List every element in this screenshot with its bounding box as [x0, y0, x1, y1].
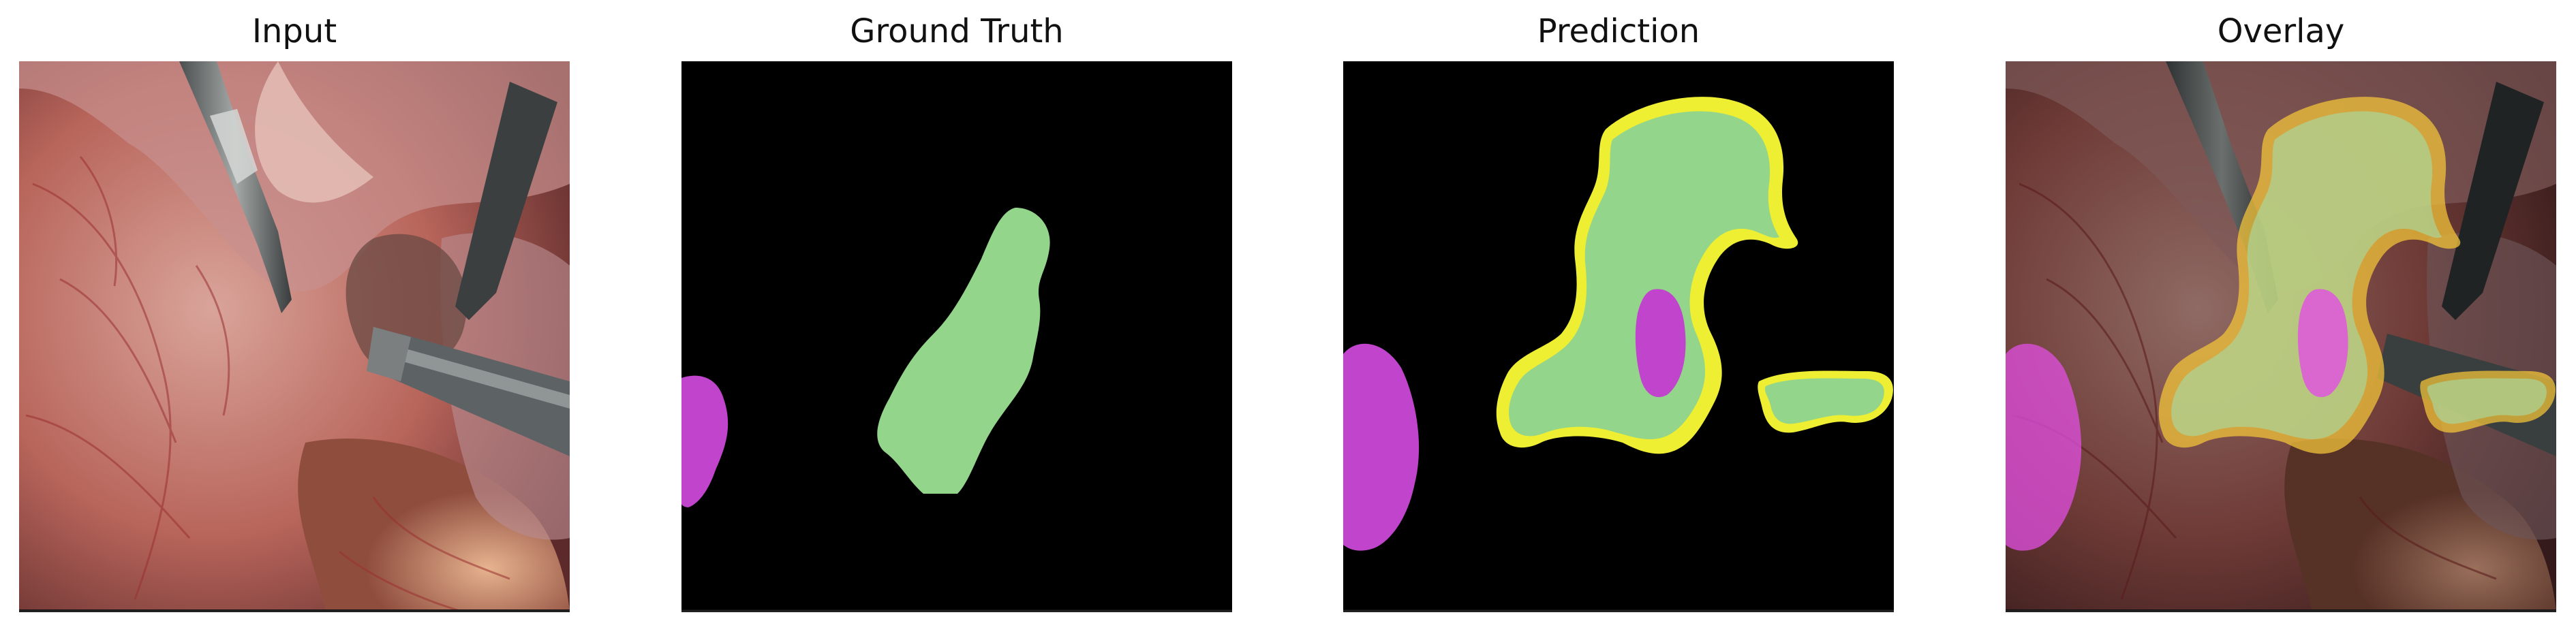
prediction-mask: [1343, 61, 1894, 612]
ground-truth-region-a: [877, 208, 1050, 494]
ground-truth-mask: [681, 61, 1232, 612]
ground-truth-region-b: [681, 375, 729, 507]
panel-title-overlay: Overlay: [2217, 12, 2345, 50]
axis-line-ground-truth: [681, 610, 1232, 612]
prediction-region-c: [1764, 378, 1884, 424]
ground-truth-panel: [681, 61, 1232, 612]
overlay-panel: [2006, 61, 2556, 612]
panel-title-ground-truth: Ground Truth: [850, 12, 1064, 50]
input-image: [19, 61, 570, 612]
axis-line-input: [19, 610, 570, 612]
prediction-region-a: [1509, 111, 1779, 439]
prediction-panel: [1343, 61, 1894, 612]
panel-title-prediction: Prediction: [1537, 12, 1700, 50]
prediction-region-b: [1343, 343, 1420, 551]
axis-line-prediction: [1343, 610, 1894, 612]
overlay-image: [2006, 61, 2556, 612]
prediction-region-b-inner: [1635, 289, 1686, 398]
axis-line-overlay: [2006, 610, 2556, 612]
input-image-panel: [19, 61, 570, 612]
panel-title-input: Input: [251, 12, 337, 50]
